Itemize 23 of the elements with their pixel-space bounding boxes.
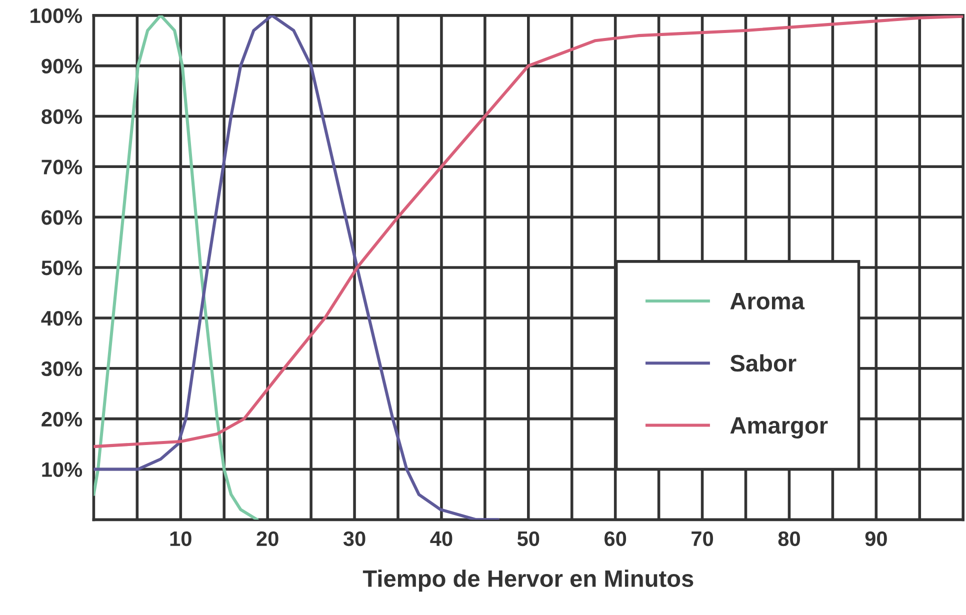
y-tick-label: 10%: [42, 462, 82, 477]
x-tick-label: 60: [604, 531, 626, 546]
x-tick-label: 10: [170, 531, 192, 546]
x-tick-label: 50: [517, 531, 540, 546]
y-tick-label: 90%: [42, 58, 82, 74]
y-tick-label: 100%: [30, 8, 82, 24]
y-tick-label: 60%: [42, 210, 82, 225]
x-tick-label: 20: [256, 531, 278, 546]
x-tick-label: 90: [865, 531, 887, 546]
y-tick-label: 20%: [42, 412, 82, 427]
x-tick-label: 80: [778, 531, 800, 546]
x-axis-title: Tiempo de Hervor en Minutos: [362, 570, 694, 592]
y-tick-label: 40%: [41, 310, 82, 326]
y-tick-label: 80%: [42, 109, 82, 124]
y-tick-label: 30%: [41, 361, 82, 376]
x-tick-label: 30: [343, 531, 366, 546]
x-tick-label: 70: [692, 531, 714, 546]
legend-label: Sabor: [730, 354, 796, 372]
legend-label: Aroma: [730, 293, 805, 310]
y-tick-label: 50%: [42, 260, 82, 276]
legend-label: Amargor: [730, 417, 828, 439]
y-tick-label: 70%: [42, 160, 82, 174]
x-tick-label: 40: [430, 531, 452, 546]
